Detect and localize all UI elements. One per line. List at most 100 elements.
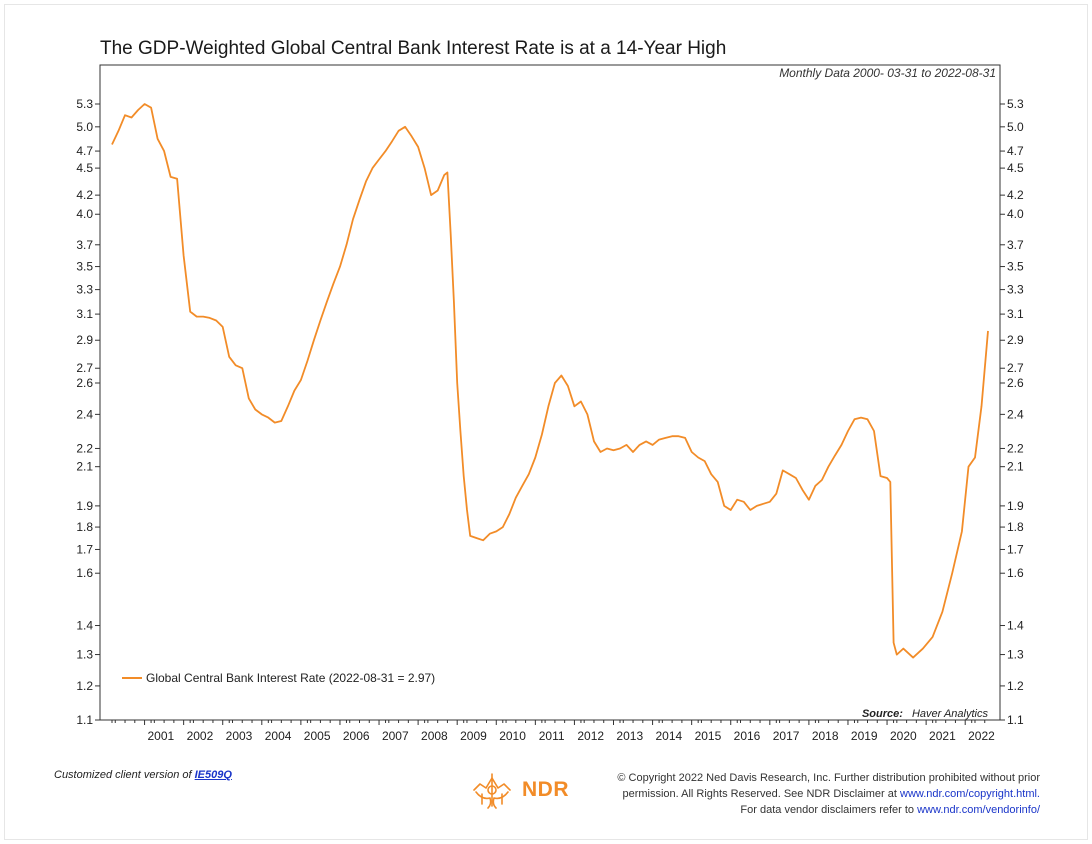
y-tick-label-right: 4.2	[1007, 188, 1024, 202]
ndr-logo: NDR	[468, 770, 569, 810]
series-layer	[111, 103, 989, 659]
y-tick-label-right: 2.1	[1007, 460, 1024, 474]
x-tick-label: 2015	[695, 729, 722, 743]
copyright-block: © Copyright 2022 Ned Davis Research, Inc…	[617, 770, 1040, 818]
y-tick-label-right: 3.5	[1007, 260, 1024, 274]
y-tick-label-left: 1.4	[76, 619, 93, 633]
y-tick-label-right: 4.5	[1007, 161, 1024, 175]
source-value: Haver Analytics	[911, 708, 988, 720]
y-tick-label-left: 2.6	[76, 376, 93, 390]
y-tick-label-left: 5.0	[76, 120, 93, 134]
x-tick-label: 2008	[421, 729, 448, 743]
x-tick-label: 2017	[773, 729, 800, 743]
x-tick-label: 2007	[382, 729, 409, 743]
y-tick-label-left: 1.6	[76, 566, 93, 580]
y-tick-label-right: 1.4	[1007, 619, 1024, 633]
y-tick-label-right: 2.7	[1007, 361, 1024, 375]
ndr-logo-text: NDR	[522, 778, 569, 801]
y-axis-left: 1.1 1.2 1.3 1.4 1.6 1.7 1.8 1.9 2.1 2.2 2.4 2.62.7 2…	[76, 97, 100, 727]
client-version-link[interactable]: IE509Q	[194, 769, 232, 781]
y-tick-label-right: 2.4	[1007, 407, 1024, 421]
x-tick-label: 2006	[343, 729, 370, 743]
y-tick-label-right: 1.2	[1007, 679, 1024, 693]
x-tick-label: 2004	[265, 729, 292, 743]
x-tick-label: 2010	[499, 729, 526, 743]
vendor-link[interactable]: www.ndr.com/vendorinfo/	[917, 804, 1040, 816]
y-tick-label-left: 3.1	[76, 307, 93, 321]
y-tick-label-right: 1.7	[1007, 542, 1024, 556]
y-tick-label-left: 4.7	[76, 144, 93, 158]
x-tick-label: 2011	[539, 729, 565, 743]
y-tick-label-right: 1.9	[1007, 499, 1024, 513]
y-tick-label-left: 1.7	[76, 542, 93, 556]
y-axis-right: 1.1 1.2 1.3 1.4 1.6 1.7 1.8 1.9 2.1 2.2 2.4 2.62.7 2…	[1000, 97, 1024, 727]
x-tick-label: 2005	[304, 729, 331, 743]
x-tick-label: 2018	[812, 729, 839, 743]
chart-title: The GDP-Weighted Global Central Bank Int…	[100, 38, 727, 59]
y-tick-label-left: 4.2	[76, 188, 93, 202]
source-label: Source:	[861, 708, 903, 720]
y-tick-label-right: 3.7	[1007, 238, 1024, 252]
y-tick-label-left: 3.7	[76, 238, 93, 252]
legend-swatch	[122, 677, 142, 679]
x-tick-label: 2009	[460, 729, 487, 743]
y-tick-label-right: 4.7	[1007, 144, 1024, 158]
bull-bear-icon	[473, 773, 511, 809]
y-tick-label-right: 5.0	[1007, 120, 1024, 134]
y-tick-label-left: 1.2	[76, 679, 93, 693]
y-tick-label-right: 2.2	[1007, 441, 1024, 455]
x-tick-label: 2021	[929, 729, 956, 743]
series-line	[111, 103, 989, 659]
legend-label: Global Central Bank Interest Rate (2022-…	[146, 671, 436, 685]
y-tick-label-left: 2.7	[76, 361, 93, 375]
x-tick-label: 2019	[851, 729, 878, 743]
x-tick-label: 2012	[577, 729, 604, 743]
x-tick-label: 2020	[890, 729, 917, 743]
y-tick-label-left: 4.0	[76, 207, 93, 221]
source-note: Source: Haver Analytics	[862, 708, 988, 720]
y-tick-label-left: 4.5	[76, 161, 93, 175]
y-tick-label-right: 1.3	[1007, 648, 1024, 662]
client-version-prefix: Customized client version of	[54, 769, 195, 781]
x-tick-label: 2002	[187, 729, 214, 743]
y-tick-label-left: 2.9	[76, 333, 93, 347]
y-tick-label-right: 2.9	[1007, 333, 1024, 347]
y-tick-label-left: 1.8	[76, 520, 93, 534]
y-tick-label-right: 5.3	[1007, 97, 1024, 111]
x-axis: 2001 2002 2003 2004 2005 2006 2007 2008 2009 2010…	[111, 720, 995, 743]
x-tick-label: 2001	[147, 729, 174, 743]
vendor-line-text: For data vendor disclaimers refer to	[740, 804, 918, 816]
client-version-note: Customized client version of IE509Q	[54, 769, 232, 781]
vendor-line: For data vendor disclaimers refer to www…	[617, 802, 1040, 818]
legend: Global Central Bank Interest Rate (2022-…	[122, 671, 435, 685]
x-tick-label: 2013	[616, 729, 643, 743]
y-tick-label-left: 3.3	[76, 283, 93, 297]
copyright-link[interactable]: www.ndr.com/copyright.html.	[900, 788, 1040, 800]
y-tick-label-left: 2.1	[76, 460, 93, 474]
y-tick-label-right: 3.1	[1007, 307, 1024, 321]
x-tick-label: 2014	[656, 729, 683, 743]
x-tick-label: 2016	[734, 729, 761, 743]
x-tick-label: 2022	[968, 729, 995, 743]
y-tick-label-right: 2.6	[1007, 376, 1024, 390]
plot-area	[99, 64, 1001, 721]
y-tick-label-left: 1.1	[76, 713, 93, 727]
y-tick-label-left: 3.5	[76, 260, 93, 274]
y-tick-label-right: 1.6	[1007, 566, 1024, 580]
y-tick-label-left: 5.3	[76, 97, 93, 111]
chart-frame	[4, 4, 1088, 840]
copyright-line-1: © Copyright 2022 Ned Davis Research, Inc…	[617, 772, 1040, 784]
copyright-line-2: permission. All Rights Reserved. See NDR…	[617, 786, 1040, 802]
chart-subtitle: Monthly Data 2000- 03-31 to 2022-08-31	[779, 66, 996, 80]
y-tick-label-right: 4.0	[1007, 207, 1024, 221]
y-tick-label-left: 1.3	[76, 648, 93, 662]
copyright-line-2-text: permission. All Rights Reserved. See NDR…	[622, 788, 900, 800]
y-tick-label-left: 1.9	[76, 499, 93, 513]
x-tick-label: 2003	[226, 729, 253, 743]
y-tick-label-right: 1.8	[1007, 520, 1024, 534]
y-tick-label-left: 2.2	[76, 441, 93, 455]
y-tick-label-right: 3.3	[1007, 283, 1024, 297]
y-tick-label-left: 2.4	[76, 407, 93, 421]
y-tick-label-right: 1.1	[1007, 713, 1024, 727]
